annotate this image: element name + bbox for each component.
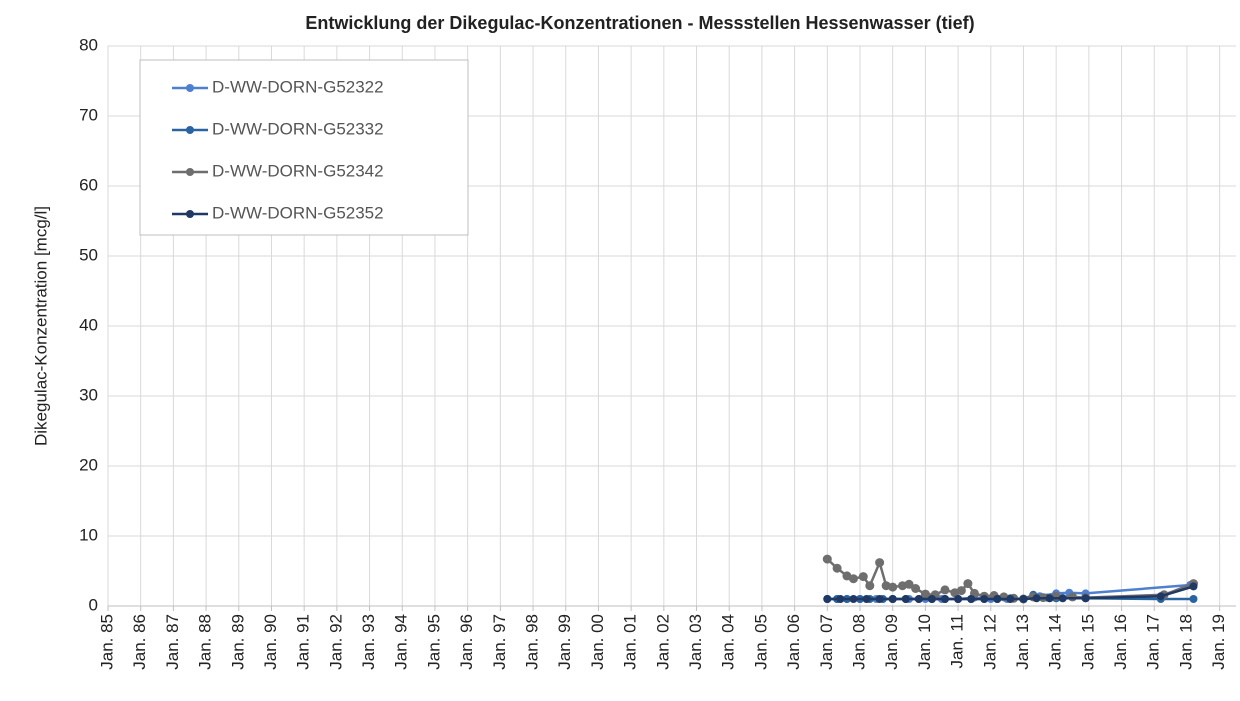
y-axis-label: Dikegulac-Konzentration [mcg/l] [31,206,50,446]
x-tick-label: Jan. 01 [621,614,640,670]
x-tick-label: Jan. 93 [359,614,378,670]
x-tick-label: Jan. 89 [228,614,247,670]
x-tick-label: Jan. 87 [163,614,182,670]
y-tick-label: 40 [79,315,98,334]
data-point [963,579,973,589]
y-tick-label: 0 [89,595,98,614]
x-tick-label: Jan. 04 [719,614,738,670]
data-point [914,595,923,603]
x-tick-label: Jan. 96 [457,614,476,670]
x-tick-label: Jan. 86 [130,614,149,670]
data-point [980,595,989,603]
data-point [967,595,976,603]
x-tick-label: Jan. 15 [1078,614,1097,670]
data-point [954,595,963,603]
data-point [888,595,897,603]
data-point [1032,594,1041,603]
x-tick-label: Jan. 02 [653,614,672,670]
legend-label: D-WW-DORN-G52352 [212,203,384,222]
x-tick-label: Jan. 00 [588,614,607,670]
data-point [1068,592,1078,602]
x-tick-label: Jan. 07 [817,614,836,670]
legend: D-WW-DORN-G52322 D-WW-DORN-G52332 D-WW-DOR… [139,59,469,236]
x-tick-label: Jan. 06 [784,614,803,670]
data-point [858,572,868,582]
y-tick-label: 10 [79,525,98,544]
series-line [827,585,1194,601]
x-tick-label: Jan. 17 [1144,614,1163,670]
legend-label: D-WW-DORN-G52322 [212,77,384,96]
x-tick-label: Jan. 11 [948,614,967,669]
data-point [1058,594,1067,603]
x-tick-label: Jan. 94 [392,614,411,670]
legend-marker [186,84,194,92]
x-tick-label: Jan. 13 [1013,614,1032,670]
data-point [1189,582,1198,591]
x-tick-label: Jan. 03 [686,614,705,670]
y-tick-label: 20 [79,455,98,474]
x-tick-label: Jan. 99 [555,614,574,670]
data-point [956,586,966,596]
x-tick-label: Jan. 92 [326,614,345,670]
legend-label: D-WW-DORN-G52342 [212,161,384,180]
data-point [823,595,832,603]
x-tick-label: Jan. 98 [523,614,542,670]
data-point [1081,594,1090,603]
data-point [862,595,871,603]
x-tick-label: Jan. 95 [424,614,443,670]
data-point [941,595,950,603]
data-point [875,558,885,568]
data-point [888,582,898,592]
y-tick-label: 80 [79,35,98,54]
y-tick-label: 50 [79,245,98,264]
x-tick-label: Jan. 08 [849,614,868,670]
data-point [911,584,921,593]
x-tick-label: Jan. 97 [490,614,509,670]
x-tick-label: Jan. 88 [196,614,215,670]
data-point [849,595,858,603]
data-point [1019,595,1028,603]
x-tick-label: Jan. 14 [1046,614,1065,670]
x-tick-label: Jan. 18 [1176,614,1195,670]
legend-marker [186,168,194,176]
x-tick-label: Jan. 91 [294,614,313,670]
data-point [920,589,930,599]
x-tick-label: Jan. 85 [97,614,116,670]
x-tick-label: Jan. 12 [980,614,999,670]
y-tick-label: 60 [79,175,98,194]
data-point [904,579,914,589]
data-point [1156,592,1165,601]
x-tick-label: Jan. 09 [882,614,901,670]
legend-marker [186,126,194,134]
y-tick-label: 30 [79,385,98,404]
data-point [927,595,936,603]
data-point [1189,595,1198,603]
data-point [1006,595,1015,603]
x-tick-label: Jan. 16 [1111,614,1130,670]
data-point [875,595,884,603]
y-tick-label: 70 [79,105,98,124]
data-point [865,581,875,591]
data-point [993,595,1002,603]
data-point [940,585,950,595]
x-tick-label: Jan. 10 [915,614,934,670]
data-point [848,574,858,584]
data-point [832,563,842,573]
chart-title: Entwicklung der Dikegulac-Konzentratione… [305,13,974,33]
legend-marker [186,210,194,218]
data-point [822,554,832,564]
data-point [836,595,845,603]
data-point [901,595,910,603]
x-tick-label: Jan. 19 [1209,614,1228,670]
data-point [1045,594,1054,603]
legend-label: D-WW-DORN-G52332 [212,119,384,138]
x-tick-label: Jan. 90 [261,614,280,670]
x-tick-label: Jan. 05 [751,614,770,670]
